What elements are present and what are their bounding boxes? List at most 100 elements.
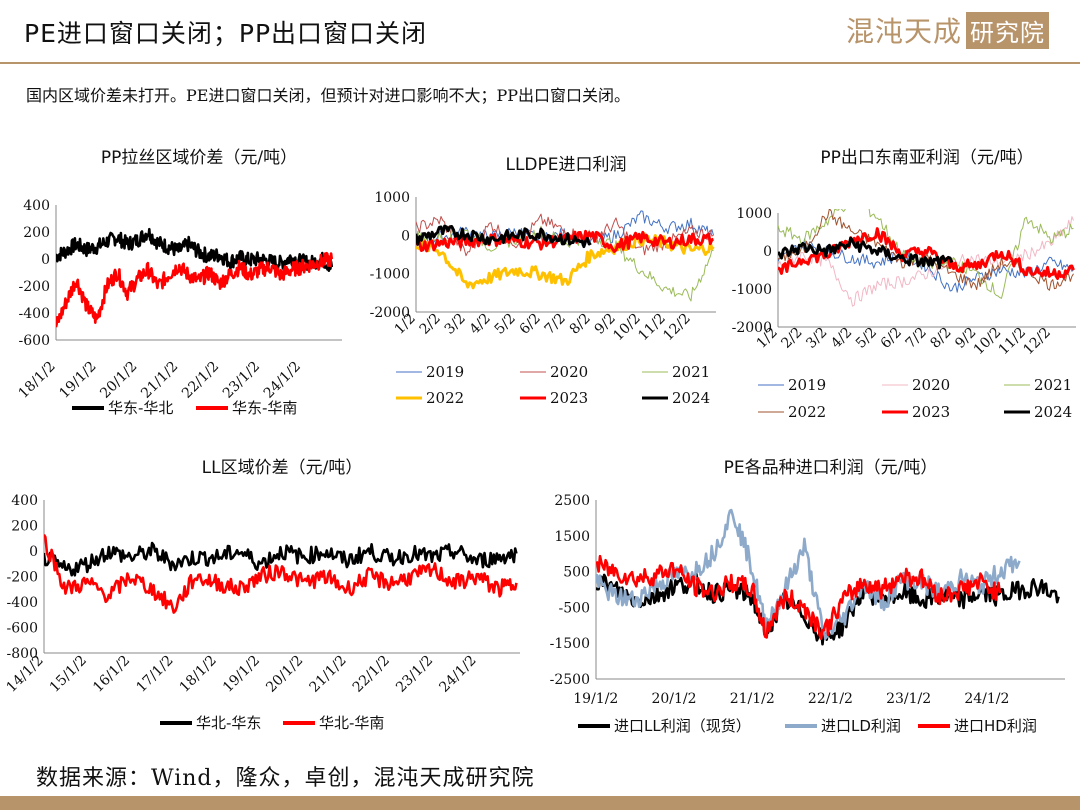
- chart-title: PP出口东南亚利润（元/吨）: [820, 148, 1033, 168]
- series-line: [56, 251, 334, 328]
- chart-title: PE各品种进口利润（元/吨）: [724, 458, 938, 478]
- legend-label: 2021: [1034, 376, 1072, 394]
- y-tick-label: 200: [11, 519, 38, 535]
- y-tick-label: -2500: [550, 672, 590, 688]
- y-tick-label: -200: [19, 279, 50, 295]
- chart-pp-spread: PP拉丝区域价差（元/吨） 400 200 0 -200 -400 -600 18/1/219…: [16, 148, 342, 417]
- y-tick-label: 400: [23, 198, 50, 214]
- chart-pp-export: PP出口东南亚利润（元/吨）10000-1000-20001/22/23/24/…: [732, 148, 1076, 421]
- y-tick-label: 400: [11, 493, 38, 509]
- x-tick-label: 20/1/2: [263, 653, 306, 696]
- x-tick-label: 10/2: [971, 325, 1005, 359]
- series-line: [778, 236, 954, 270]
- x-tick-label: 24/1/2: [261, 359, 304, 402]
- series-line: [596, 508, 1021, 640]
- x-tick-label: 3/2: [803, 325, 830, 352]
- y-tick-label: 0: [763, 244, 772, 260]
- x-tick-label: 19/1/2: [56, 359, 99, 402]
- legend-label: 2021: [672, 363, 710, 381]
- legend-label: 2024: [1034, 403, 1072, 421]
- data-source: 数据来源：Wind，隆众，卓创，混沌天成研究院: [36, 766, 535, 791]
- y-tick-label: -400: [19, 306, 50, 322]
- x-tick-label: 5/2: [492, 311, 519, 338]
- x-tick-label: 18/1/2: [177, 653, 220, 696]
- x-tick-label: 23/1/2: [886, 691, 931, 707]
- y-tick-label: 200: [23, 225, 50, 241]
- y-tick-label: 0: [41, 252, 50, 268]
- y-tick-label: -200: [7, 570, 38, 586]
- x-tick-label: 12/2: [660, 311, 694, 345]
- chart-ll-spread: LL区域价差（元/吨）4002000-200-400-600-80014/1/2…: [4, 458, 520, 732]
- x-tick-label: 24/1/2: [436, 653, 479, 696]
- legend-label: 华东-华北: [108, 399, 173, 417]
- page-title: PE进口窗口关闭；PP出口窗口关闭: [24, 19, 428, 48]
- y-tick-label: -800: [7, 646, 38, 662]
- x-tick-label: 7/2: [903, 325, 930, 352]
- legend-label: 2020: [550, 363, 588, 381]
- legend-label: 2024: [672, 389, 710, 407]
- summary-text: 国内区域价差未打开。PE进口窗口关闭，但预计对进口影响不大；PP出口窗口关闭。: [26, 86, 630, 105]
- series-line: [778, 209, 1074, 299]
- x-tick-label: 21/1/2: [138, 359, 181, 402]
- x-tick-label: 22/1/2: [350, 653, 393, 696]
- x-tick-label: 15/1/2: [47, 653, 90, 696]
- x-tick-label: 24/1/2: [964, 691, 1009, 707]
- x-tick-label: 18/1/2: [16, 359, 59, 402]
- x-tick-label: 21/1/2: [307, 653, 350, 696]
- x-tick-label: 5/2: [853, 325, 880, 352]
- brand-logo: 混沌天成 研究院: [846, 10, 1050, 50]
- x-tick-label: 22/1/2: [179, 359, 222, 402]
- y-tick-label: 0: [29, 544, 38, 560]
- series-line: [44, 534, 518, 614]
- legend-label: 2022: [426, 389, 464, 407]
- y-tick-label: -1000: [370, 267, 410, 283]
- legend-label: 2023: [912, 403, 950, 421]
- series-line: [416, 232, 715, 290]
- y-tick-label: 1500: [554, 529, 590, 545]
- chart-title: LL区域价差（元/吨）: [202, 458, 363, 478]
- x-tick-label: 4/2: [467, 311, 494, 338]
- logo-wordmark: 混沌天成: [846, 15, 963, 48]
- y-tick-label: 2500: [554, 493, 590, 509]
- y-tick-label: 1000: [374, 190, 410, 206]
- y-tick-label: -1000: [732, 282, 772, 298]
- x-tick-label: 2/2: [778, 325, 805, 352]
- x-tick-label: 22/1/2: [808, 691, 853, 707]
- legend-label: 进口LL利润（现货）: [614, 717, 751, 735]
- y-tick-label: -600: [7, 621, 38, 637]
- y-tick-label: -1500: [550, 636, 590, 652]
- chart-title: LLDPE进口利润: [505, 155, 626, 175]
- x-tick-label: 2/2: [417, 311, 444, 338]
- x-tick-label: 8/2: [927, 325, 954, 352]
- series-line: [416, 224, 592, 249]
- x-tick-label: 8/2: [567, 311, 594, 338]
- x-tick-label: 11/2: [996, 325, 1030, 359]
- x-tick-label: 6/2: [517, 311, 544, 338]
- x-tick-label: 4/2: [828, 325, 855, 352]
- legend-label: 2019: [788, 376, 826, 394]
- legend-label: 华北-华东: [196, 714, 261, 732]
- y-tick-label: -400: [7, 595, 38, 611]
- x-tick-label: 17/1/2: [133, 653, 176, 696]
- header: PE进口窗口关闭；PP出口窗口关闭 混沌天成 研究院: [0, 0, 1080, 62]
- y-tick-label: -2000: [370, 305, 410, 321]
- logo-badge: 研究院: [966, 11, 1050, 49]
- x-tick-label: 16/1/2: [90, 653, 133, 696]
- chart-title: PP拉丝区域价差（元/吨）: [101, 148, 297, 168]
- x-tick-label: 19/1/2: [220, 653, 263, 696]
- legend-label: 2023: [550, 389, 588, 407]
- y-tick-label: -500: [559, 600, 590, 616]
- y-tick-label: 0: [401, 228, 410, 244]
- series-line: [56, 227, 334, 272]
- series-line: [778, 227, 1075, 280]
- y-tick-label: -600: [19, 333, 50, 349]
- x-tick-label: 12/2: [1020, 325, 1054, 359]
- x-tick-label: 19/1/2: [573, 691, 618, 707]
- header-divider: [0, 62, 1080, 64]
- legend-label: 华北-华南: [319, 714, 384, 732]
- legend-label: 进口HD利润: [954, 717, 1037, 735]
- y-tick-label: 1000: [736, 206, 772, 222]
- chart-pe-import: PE各品种进口利润（元/吨） 2500 1500 500 -500 -1500 -2500 1…: [550, 458, 1065, 735]
- legend-label: 2022: [788, 403, 826, 421]
- series-line: [778, 238, 1074, 293]
